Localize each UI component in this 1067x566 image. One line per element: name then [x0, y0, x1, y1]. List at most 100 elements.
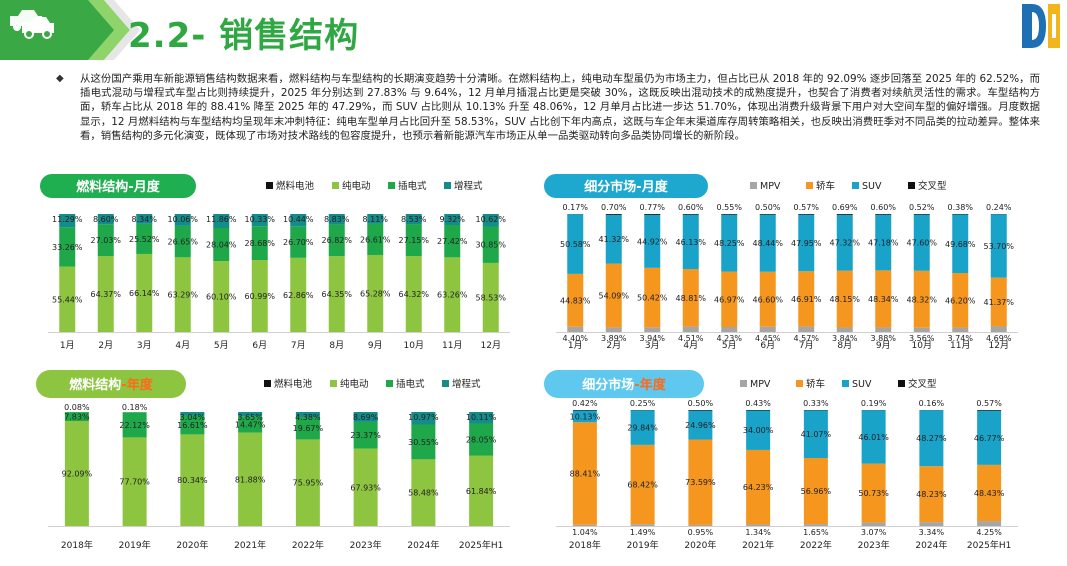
x-tick-label: 2020年 — [684, 539, 716, 551]
bar-segment — [64, 421, 89, 526]
data-label: 48.81% — [675, 294, 706, 303]
bar-segment — [97, 214, 114, 225]
bullet-diamond-icon: ◆ — [56, 73, 64, 84]
bar-segment — [977, 521, 1002, 526]
header-chevron-light — [88, 0, 130, 60]
legend-item: 插电式 — [386, 378, 425, 390]
bar-segment — [605, 214, 622, 215]
bar-segment — [59, 266, 76, 332]
data-label: 41.37% — [983, 298, 1014, 307]
legend-label: SUV — [862, 181, 882, 192]
bar-segment — [469, 455, 494, 526]
data-label: 8.83% — [324, 215, 350, 224]
data-label: 0.69% — [832, 203, 858, 212]
data-label: 4.38% — [295, 413, 321, 422]
bar-segment — [238, 432, 263, 526]
x-tick-label: 11月 — [950, 340, 970, 351]
bar-segment — [977, 410, 1002, 411]
data-label: 11.86% — [206, 215, 237, 224]
bar-segment — [295, 439, 320, 526]
data-label: 81.88% — [235, 475, 266, 484]
bar-segment — [136, 253, 153, 332]
x-tick-label: 2020年 — [176, 539, 208, 551]
bar-segment — [251, 214, 268, 227]
x-tick-label: 9月 — [876, 340, 891, 351]
bar-segment — [861, 410, 886, 464]
bar-segment — [367, 254, 384, 332]
data-label: 11.29% — [52, 215, 83, 224]
brand-logo — [1022, 4, 1060, 48]
data-label: 0.17% — [563, 203, 589, 212]
bar-segment — [836, 327, 853, 332]
x-tick-label: 2024年 — [915, 539, 947, 551]
bar-segment — [798, 271, 815, 327]
bar-segment — [180, 415, 205, 435]
data-label: 0.50% — [755, 203, 781, 212]
bar-segment — [605, 263, 622, 328]
bar-segment — [688, 410, 713, 440]
bar-segment — [290, 214, 307, 227]
x-tick-label: 3月 — [645, 340, 660, 351]
x-tick-label: 1月 — [60, 340, 75, 351]
data-label: 47.18% — [868, 239, 899, 248]
chart-title-pill: 细分市场-月度 — [544, 174, 708, 198]
data-label: 64.37% — [90, 290, 121, 299]
bar-segment — [251, 226, 268, 261]
bar-segment — [572, 524, 597, 526]
x-tick-label: 2021年 — [742, 539, 774, 551]
bar-segment — [644, 267, 661, 328]
data-label: 0.77% — [640, 203, 666, 212]
bar-segment — [367, 223, 384, 255]
x-tick-label: 2022年 — [800, 539, 832, 551]
data-label: 1.34% — [745, 528, 771, 537]
bar-segment — [213, 227, 230, 262]
bar-segment — [803, 458, 828, 525]
bar-segment — [290, 257, 307, 332]
bar-segment — [405, 214, 422, 225]
header-band: 2.2- 销售结构 — [0, 0, 1067, 66]
bar-segment — [682, 326, 699, 332]
chart-title: 细分市场-月度 — [584, 179, 668, 195]
bar-segment — [174, 225, 191, 258]
bar-segment — [411, 424, 436, 460]
data-label: 0.55% — [717, 203, 743, 212]
data-label: 61.84% — [466, 487, 497, 496]
bar-segment — [919, 466, 944, 523]
data-label: 88.41% — [570, 470, 601, 479]
data-label: 75.95% — [293, 479, 324, 488]
chart-title: 细分市场-年度 — [582, 377, 666, 393]
chart-title: 燃料结构-年度 — [69, 377, 153, 393]
data-label: 0.19% — [861, 399, 887, 408]
data-label: 41.32% — [598, 235, 629, 244]
bar-segment — [630, 444, 655, 525]
data-label: 8.11% — [363, 215, 389, 224]
x-tick-label: 12月 — [989, 340, 1009, 351]
bar-segment — [721, 327, 738, 332]
legend-label: 轿车 — [816, 180, 835, 192]
chart-segment-yearly: 细分市场-年度 MPV 轿车 SUV 交叉型 1.04% 88.41% 10.13% 0.42%… — [540, 368, 1024, 566]
legend-label: 交叉型 — [908, 378, 937, 390]
x-tick-label: 2023年 — [858, 539, 890, 551]
bar-segment — [919, 410, 944, 467]
data-label: 46.97% — [714, 295, 745, 304]
x-tick-label: 5月 — [722, 340, 737, 351]
data-label: 73.59% — [685, 478, 716, 487]
data-label: 0.57% — [976, 399, 1002, 408]
x-tick-label: 3月 — [137, 340, 152, 351]
bar-segment — [913, 214, 930, 215]
bar-segment — [251, 260, 268, 332]
data-label: 46.13% — [675, 238, 706, 247]
bar-segment — [174, 257, 191, 332]
data-label: 30.85% — [475, 241, 506, 250]
data-label: 68.42% — [627, 481, 658, 490]
x-tick-label: 9月 — [368, 340, 383, 351]
data-label: 25.52% — [129, 235, 160, 244]
data-label: 22.12% — [119, 421, 150, 430]
bar-segment — [721, 214, 738, 215]
bar-segment — [59, 214, 76, 228]
data-label: 58.48% — [408, 489, 439, 498]
bar-segment — [875, 270, 892, 328]
data-label: 3.74% — [948, 334, 974, 343]
legend-item: 纯电动 — [330, 378, 369, 390]
legend-label: 轿车 — [806, 378, 825, 390]
